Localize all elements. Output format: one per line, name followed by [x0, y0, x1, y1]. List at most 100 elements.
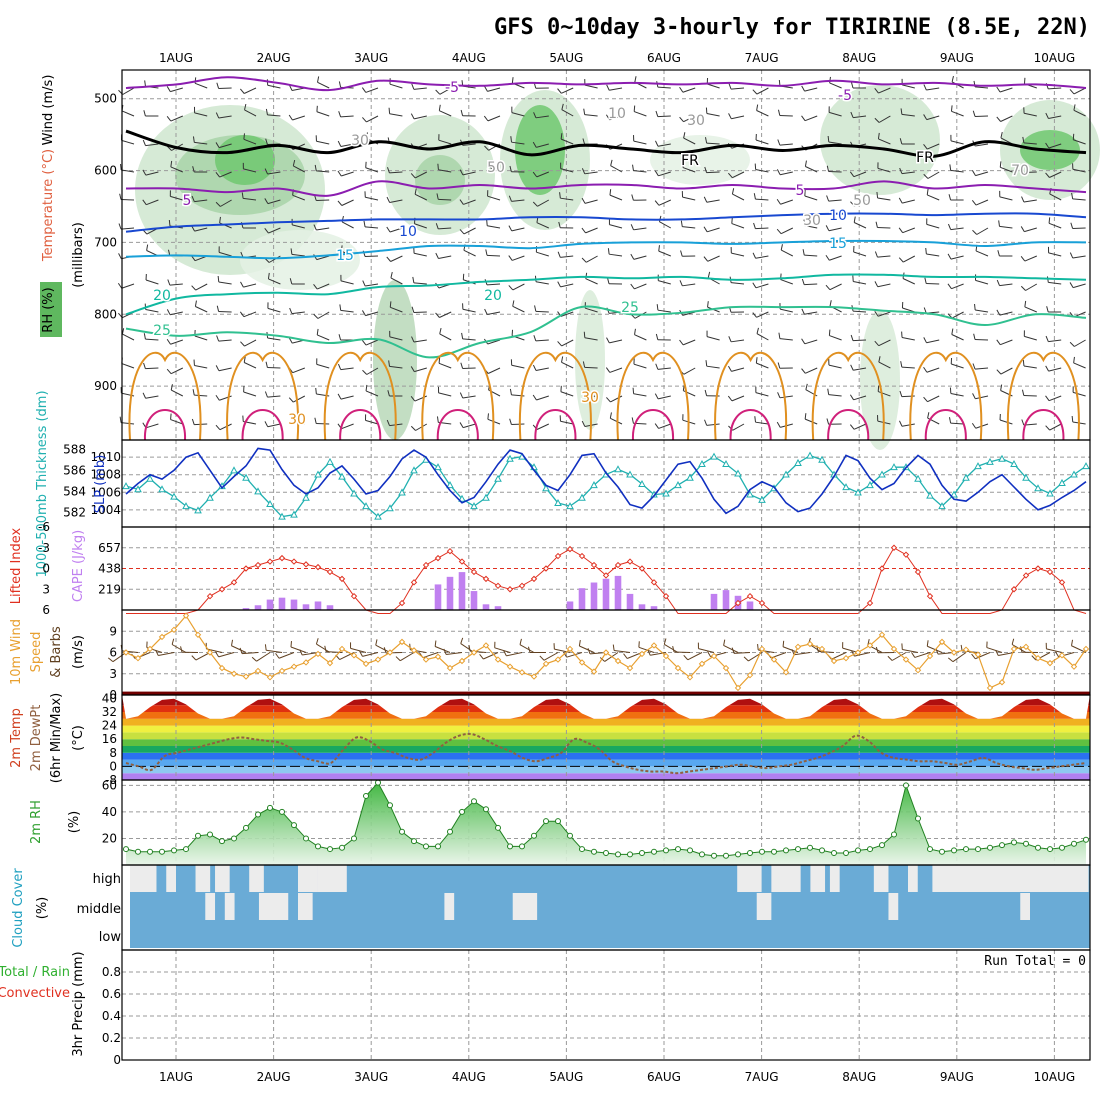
date-label-top: 1AUG [159, 51, 193, 65]
wind-barb [122, 87, 135, 95]
wind-barb [829, 82, 842, 89]
wind-barb [854, 199, 867, 207]
wind-barb [877, 197, 891, 201]
rh-point [1047, 846, 1053, 853]
lifted-index-point [314, 563, 322, 571]
wind-barb [439, 87, 452, 95]
wind-barb-flag [484, 145, 489, 151]
wind-barb [366, 115, 379, 123]
thickness-point [758, 495, 766, 503]
wind-barb-flag [707, 271, 711, 278]
wind-barb-flag [874, 88, 879, 94]
wind-barb-flag [728, 172, 733, 179]
wind-barb-flag [267, 272, 270, 279]
wind-barb-flag [435, 223, 439, 230]
wind-speed-point [194, 631, 202, 638]
wind-barb-flag [410, 366, 415, 372]
wind-barb [317, 311, 330, 319]
wind-barb [901, 171, 915, 175]
precip-total-label: Total / Rain [0, 965, 70, 980]
wind-barb [366, 367, 379, 375]
contour-label: 25 [153, 323, 171, 339]
wind-barb-flag [289, 278, 293, 285]
wind-barb [267, 307, 281, 313]
wind-speed-point [1046, 659, 1054, 667]
wind-barb [950, 422, 964, 425]
lifted-index-point [398, 599, 406, 607]
wind-barb-flag [755, 357, 758, 364]
thickness-point [182, 502, 190, 510]
contour-label: 30 [687, 113, 705, 129]
wind-barb-flag [804, 413, 807, 420]
contour-label: 20 [484, 288, 502, 304]
wind-barb-flag [170, 160, 173, 167]
wind-barb-flag [1070, 222, 1074, 229]
wind-barb-flag [118, 223, 122, 230]
wind-barb-flag [241, 192, 244, 199]
rh-point [303, 835, 309, 842]
wind-barb [560, 168, 574, 173]
lifted-index-point [470, 568, 478, 576]
contour-label: 15 [336, 248, 354, 264]
temperature-axis-label: Temperature (°C) [41, 149, 56, 262]
wind-barb [535, 339, 549, 342]
wind-barb [852, 310, 867, 313]
wind-barb-flag [191, 195, 195, 202]
wind-barb [877, 167, 891, 173]
wind-barb-flag [557, 281, 561, 288]
wind-barb-flag [827, 388, 830, 395]
isotherm-35 [729, 409, 772, 441]
wind-barb [804, 225, 818, 229]
wind-barb-flag [899, 167, 903, 174]
wind-barb-flag [1021, 196, 1025, 203]
wind-barb-flag [949, 164, 952, 171]
wind-barb-flag [338, 111, 342, 118]
wind-barb [414, 171, 428, 179]
wind-barb [731, 395, 745, 402]
wind-barb [657, 115, 671, 118]
slp-tick: 1006 [90, 485, 121, 499]
wind-barb-flag [926, 188, 929, 195]
wind-barb-flag [435, 252, 439, 259]
thickness-point [638, 479, 646, 488]
wind-speed-point [1082, 645, 1090, 653]
rh-point [411, 838, 417, 845]
wind-speed-point [494, 656, 502, 663]
dewpoint-line [125, 732, 1087, 775]
wind-barb [365, 226, 379, 229]
wind-barb-flag [654, 200, 660, 206]
wind-barb-flag [388, 360, 390, 367]
wind-barb-flag [578, 639, 581, 647]
thickness-point [698, 459, 706, 468]
wind-speed-point [254, 667, 262, 675]
wind-speed-point [602, 649, 610, 656]
wind-barb-flag [337, 140, 342, 147]
wind-barb-flag [142, 169, 147, 176]
wind-barb-flag [436, 193, 439, 200]
wind-barb [316, 255, 330, 261]
wind-barb-flag [557, 341, 562, 347]
wind-barb-flag [875, 221, 878, 228]
wind-barb-flag [581, 420, 586, 427]
wind-barb [1000, 115, 1013, 122]
wind-barb [755, 255, 769, 259]
cloud-gap-high [810, 865, 826, 892]
wind-barb [1000, 166, 1013, 173]
rh-point [519, 843, 525, 850]
contour-label: 10 [399, 224, 417, 240]
wind-barb-flag [1022, 136, 1025, 143]
wind-barb [145, 309, 159, 313]
wind-barb [657, 143, 671, 147]
wind-barb [756, 311, 769, 318]
wind-barb [316, 111, 330, 117]
wind-barb [146, 199, 159, 206]
wind-barb [218, 339, 232, 342]
wind-barb [244, 109, 257, 117]
wind-barb [794, 652, 811, 656]
wind-speed-point [578, 659, 586, 666]
thickness-point [254, 487, 262, 495]
wind-barb-flag [290, 641, 292, 648]
wind-barb [731, 115, 745, 120]
wind-barb [756, 87, 769, 95]
isotherm-20 [125, 273, 1087, 316]
